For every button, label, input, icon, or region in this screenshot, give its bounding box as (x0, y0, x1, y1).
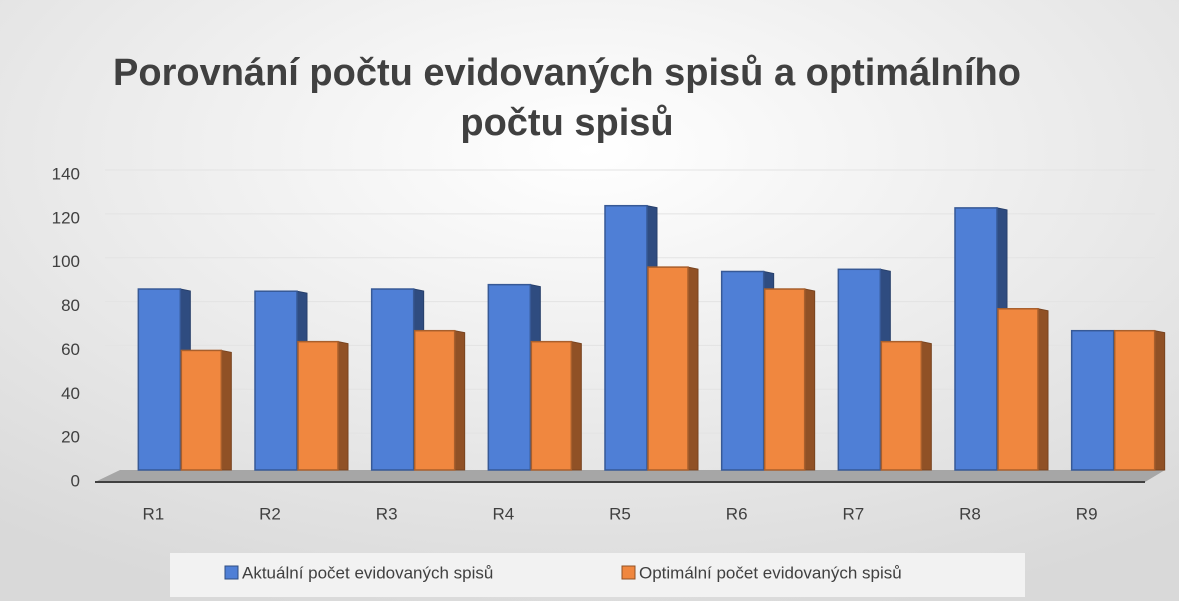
bar-face (220, 349, 232, 471)
bar-face (180, 349, 223, 471)
bar (763, 288, 816, 471)
bar-face (804, 288, 816, 471)
bar-face (530, 340, 573, 471)
bar-face (763, 288, 806, 471)
x-tick-label: R5 (609, 504, 631, 523)
bar-face (487, 283, 532, 471)
bar-face (297, 340, 339, 471)
bar-face (337, 341, 349, 471)
bar-face (254, 290, 298, 471)
bar-face (687, 266, 699, 471)
legend-swatch (621, 565, 636, 580)
bar-face (570, 341, 582, 471)
y-tick-label: 20 (61, 428, 80, 447)
chart-title: Porovnání počtu evidovaných spisů a opti… (113, 52, 1021, 94)
bar-face (1070, 329, 1115, 471)
bar-face (370, 288, 415, 471)
legend-box (170, 553, 1025, 597)
x-tick-label: R9 (1076, 504, 1098, 523)
chart-title: počtu spisů (460, 102, 673, 144)
y-tick-label: 80 (61, 296, 80, 315)
bar-face (920, 341, 932, 471)
y-tick-label: 0 (71, 471, 80, 490)
x-tick-label: R4 (492, 504, 514, 523)
bar-face (1037, 308, 1049, 471)
x-tick-label: R1 (142, 504, 164, 523)
y-tick-label: 120 (52, 208, 80, 227)
bar-face (1154, 330, 1166, 471)
bar-face (454, 330, 466, 471)
bar-face (604, 204, 648, 471)
y-tick-label: 140 (52, 164, 80, 183)
bar (530, 340, 582, 471)
bar (254, 290, 308, 471)
bar-face (997, 308, 1039, 471)
bar (413, 329, 466, 471)
bar (180, 349, 232, 471)
y-tick-label: 40 (61, 384, 80, 403)
bar-face (647, 266, 689, 471)
bar (604, 204, 658, 471)
bar-face (954, 207, 998, 471)
bar (297, 340, 349, 471)
bar-face (837, 268, 882, 471)
bar-face (1113, 329, 1156, 471)
x-tick-label: R8 (959, 504, 981, 523)
y-tick-label: 60 (61, 340, 80, 359)
x-tick-label: R6 (726, 504, 748, 523)
bar-face (720, 270, 765, 471)
x-tick-label: R7 (842, 504, 864, 523)
bar (1113, 329, 1166, 471)
legend-label: Aktuální počet evidovaných spisů (242, 563, 493, 582)
y-tick-label: 100 (52, 252, 80, 271)
x-tick-label: R3 (376, 504, 398, 523)
bar (880, 340, 932, 471)
bar (647, 266, 699, 471)
legend-label: Optimální počet evidovaných spisů (639, 563, 902, 582)
bar-face (137, 288, 182, 471)
bar-face (880, 340, 923, 471)
legend-swatch (224, 565, 239, 580)
floor (95, 470, 1165, 482)
bar (997, 308, 1049, 471)
bar-face (413, 329, 456, 471)
x-tick-label: R2 (259, 504, 281, 523)
